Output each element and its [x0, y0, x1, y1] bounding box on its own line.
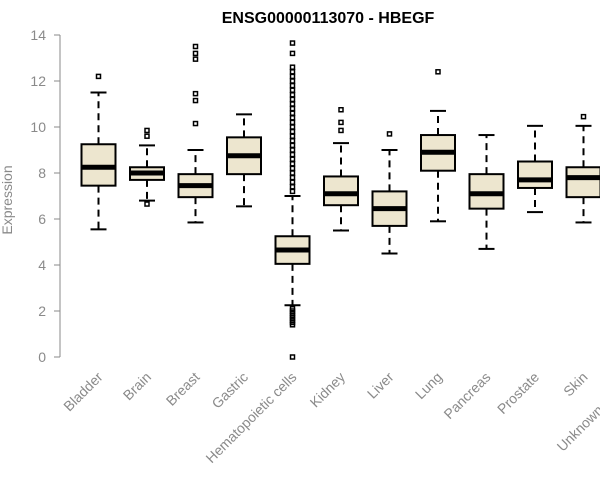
outlier-point — [289, 170, 296, 176]
outlier-point — [289, 161, 296, 167]
x-tick-label: Bladder — [60, 369, 106, 415]
y-axis-label: Expression — [0, 165, 15, 234]
outlier-point — [289, 78, 296, 84]
x-tick-label: Breast — [163, 369, 203, 409]
box-group — [517, 124, 553, 214]
x-tick-label: Gastric — [208, 369, 251, 412]
outlier-point — [289, 142, 296, 149]
outlier-point — [95, 73, 102, 80]
outlier-point — [289, 115, 296, 121]
box-group — [468, 134, 505, 250]
outlier-point — [289, 119, 296, 126]
outlier-point — [144, 133, 150, 139]
outlier-point — [289, 184, 296, 190]
outlier-point — [192, 50, 199, 57]
outlier-point — [289, 128, 296, 135]
y-tick-label: 10 — [30, 119, 46, 135]
x-tick-label: Liver — [364, 369, 397, 402]
x-tick-label: Pancreas — [440, 369, 493, 422]
outlier-point — [289, 92, 296, 98]
outlier-point — [289, 82, 296, 89]
box-group — [420, 69, 456, 223]
outlier-point — [192, 120, 199, 127]
box-group — [274, 40, 311, 360]
outlier-point — [386, 131, 393, 137]
outlier-point — [289, 147, 296, 153]
box — [517, 160, 553, 189]
outlier-point — [192, 90, 199, 97]
box — [565, 166, 600, 199]
outlier-point — [144, 127, 150, 134]
box-group — [80, 73, 117, 231]
outlier-point — [289, 73, 296, 80]
box-group — [565, 113, 600, 224]
y-axis: 0 2 4 6 8 10 12 14 — [30, 27, 61, 365]
outlier-point — [289, 151, 296, 158]
outlier-point — [289, 305, 296, 312]
y-tick-label: 12 — [30, 73, 46, 89]
outlier-point — [338, 107, 344, 113]
outlier-point — [289, 64, 296, 70]
outlier-point — [192, 56, 199, 62]
outlier-point — [289, 110, 296, 116]
outlier-point — [289, 354, 296, 360]
box-group — [371, 131, 408, 255]
x-tick-label: Brain — [120, 369, 154, 403]
outlier-point — [289, 50, 296, 57]
outlier-point — [338, 127, 344, 134]
outlier-point — [289, 165, 296, 172]
outlier-point — [289, 138, 296, 144]
y-tick-label: 4 — [38, 257, 46, 273]
x-tick-label: Prostate — [494, 369, 542, 417]
outlier-point — [289, 156, 296, 162]
x-tick-label: Hematopoietic cells — [202, 369, 299, 466]
y-tick-label: 2 — [38, 303, 46, 319]
outlier-point — [580, 113, 587, 120]
box-group — [226, 113, 262, 208]
y-tick-label: 14 — [30, 27, 46, 43]
outlier-point — [289, 105, 296, 112]
y-tick-label: 6 — [38, 211, 46, 227]
boxes — [80, 40, 600, 360]
outlier-point — [289, 174, 296, 181]
outlier-point — [289, 101, 296, 107]
box — [323, 175, 359, 207]
outlier-point — [289, 179, 296, 185]
outlier-point — [144, 201, 150, 207]
box-group — [177, 43, 214, 224]
outlier-point — [289, 96, 296, 103]
x-tick-label: Kidney — [307, 369, 349, 411]
chart-title: ENSG00000113070 - HBEGF — [222, 10, 435, 27]
y-tick-label: 0 — [38, 349, 46, 365]
outlier-point — [289, 40, 296, 46]
outlier-point — [289, 133, 296, 139]
outlier-point — [289, 188, 296, 195]
y-tick-label: 8 — [38, 165, 46, 181]
box-group — [129, 127, 165, 207]
outlier-point — [435, 69, 441, 75]
x-tick-label: Skin — [560, 369, 591, 400]
outlier-point — [338, 119, 344, 126]
outlier-point — [192, 97, 199, 104]
outlier-point — [289, 87, 296, 93]
box-group — [323, 107, 359, 232]
outlier-point — [289, 69, 296, 75]
x-tick-label: Lung — [412, 369, 445, 402]
outlier-point — [289, 124, 296, 130]
outlier-point — [192, 43, 199, 50]
